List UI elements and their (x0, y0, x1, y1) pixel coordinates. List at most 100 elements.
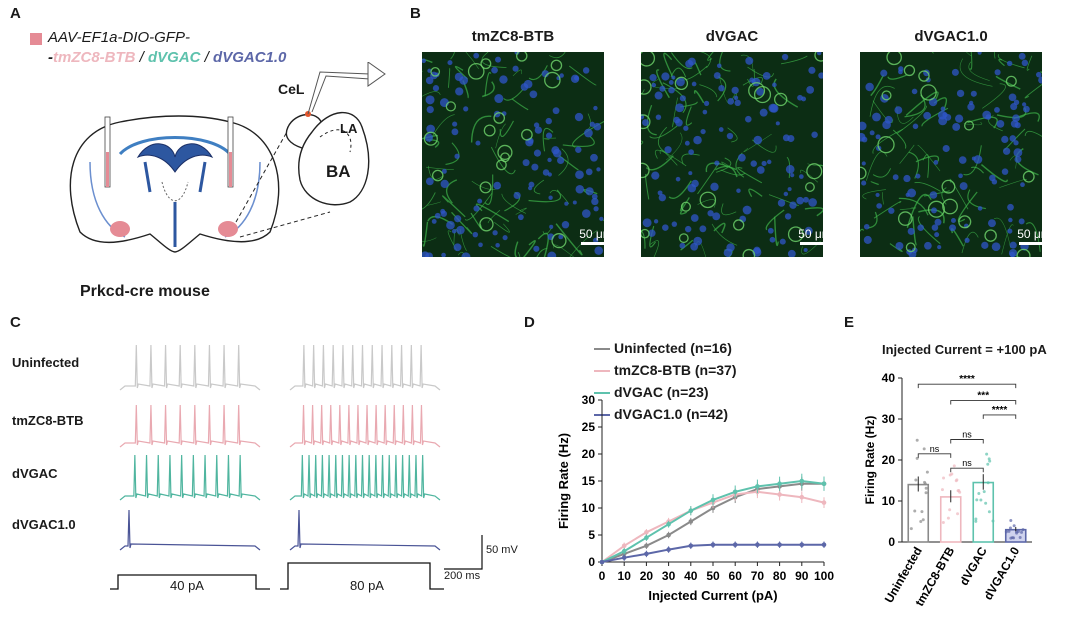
panel-label-d: D (524, 314, 535, 331)
data-point (644, 530, 649, 535)
bar-dot (1009, 518, 1013, 522)
scalebar-tmzc8: 50 μm (571, 227, 621, 245)
data-point (688, 543, 694, 549)
trace-label-tmzc8: tmZC8-BTB (12, 413, 84, 428)
legend-marker-dvgac (594, 392, 610, 394)
legend-dvgac: dVGAC (n=23) (614, 384, 709, 400)
significance-bracket (950, 400, 1017, 405)
y-tick-label: 0 (588, 555, 595, 569)
bar-dot (924, 491, 928, 495)
x-tick-label: 30 (662, 569, 676, 583)
bar-dot (991, 519, 995, 523)
x-tick-label: 70 (751, 569, 765, 583)
bar-dot (1018, 536, 1022, 540)
y-tick-label: 40 (882, 371, 896, 385)
data-point (821, 481, 827, 486)
bar-dot (921, 518, 925, 522)
data-point (710, 505, 716, 511)
region-la-label: LA (340, 121, 358, 136)
bar-dot (955, 478, 959, 482)
data-point (644, 535, 649, 540)
trace-label-uninfected: Uninfected (12, 355, 80, 370)
significance-bracket (950, 467, 984, 473)
trace-1-0 (119, 404, 261, 448)
bar-dot (942, 476, 946, 480)
trace-0-0 (119, 344, 261, 391)
data-point (777, 492, 782, 497)
brain-schematic (69, 62, 386, 253)
mouse-label: Prkcd-cre mouse (80, 283, 210, 300)
y-tick-label: 0 (888, 535, 895, 549)
bar-dot (913, 509, 917, 513)
current-step-80 (280, 562, 444, 590)
bar-dot (974, 517, 978, 521)
x-tick-label: 100 (814, 569, 834, 583)
bar-dot (982, 490, 986, 494)
x-tick-label: 40 (684, 569, 698, 583)
bar-dot (915, 438, 919, 442)
bar-dot (922, 447, 926, 451)
x-tick-label: 50 (706, 569, 720, 583)
bar-dot (923, 482, 927, 486)
bar-dot (950, 472, 954, 476)
x-tick-label: 10 (618, 569, 632, 583)
micrograph-dvgac (641, 52, 823, 257)
bar-dot (1012, 524, 1016, 528)
data-point (821, 500, 827, 505)
bar-dot (948, 508, 952, 512)
y-tick-label: 20 (882, 453, 896, 467)
x-axis-label: Injected Current (pA) (648, 588, 777, 603)
scale-ms-label: 200 ms (444, 570, 481, 582)
data-point (599, 559, 605, 565)
trace-2-1 (289, 454, 441, 501)
trace-label-dvgac10: dVGAC1.0 (12, 517, 76, 532)
data-point (644, 551, 649, 557)
bar-dot (974, 519, 978, 523)
data-point (821, 542, 827, 548)
significance-label: ns (930, 444, 940, 454)
ephys-traces (110, 344, 483, 590)
data-point (666, 547, 671, 552)
bar-dot (975, 498, 979, 502)
x-tick-label: 60 (729, 569, 743, 583)
y-tick-label: 30 (582, 393, 596, 407)
data-point (688, 519, 694, 524)
data-point (732, 542, 738, 548)
bar-dot (1009, 536, 1013, 540)
y-tick-label: 10 (882, 494, 896, 508)
y-axis-label: Firing Rate (Hz) (556, 433, 571, 529)
panel-label-e: E (844, 314, 855, 331)
significance-bracket (982, 414, 1017, 419)
data-point (777, 481, 782, 486)
bar-dot (1007, 529, 1011, 533)
scalebar-dvgac: 50 μm (790, 227, 840, 245)
construct-list: -tmZC8-BTB / dVGAC / dVGAC1.0 (48, 49, 286, 66)
scalebar-dvgac10: 50 μm (1009, 227, 1059, 245)
bar-dot (986, 462, 990, 466)
bar-dot (909, 527, 913, 531)
construct-sep-2: / (200, 49, 214, 66)
bar-dot (1021, 528, 1025, 532)
x-tick-label: 0 (599, 569, 606, 583)
x-tick-label: 20 (640, 569, 654, 583)
bar-dot (987, 457, 991, 461)
construct-dash: - (48, 49, 53, 66)
micrograph-title-tmzc8: tmZC8-BTB (471, 28, 555, 45)
construct-sep-1: / (135, 49, 149, 66)
y-tick-label: 15 (582, 474, 596, 488)
bar-dot (941, 521, 945, 525)
current-step-40 (110, 574, 270, 590)
data-point (777, 542, 782, 548)
significance-label: ns (962, 430, 972, 440)
data-point (755, 484, 760, 489)
significance-bracket (917, 453, 952, 458)
legend-uninfected: Uninfected (n=16) (614, 340, 732, 356)
bar-dot (987, 510, 991, 514)
data-point (732, 489, 738, 495)
panel-label-a: A (10, 5, 21, 22)
data-point (644, 543, 649, 549)
trace-3-1 (289, 509, 441, 551)
legend-tmzc8: tmZC8-BTB (n=37) (614, 362, 737, 378)
data-point (799, 542, 805, 548)
